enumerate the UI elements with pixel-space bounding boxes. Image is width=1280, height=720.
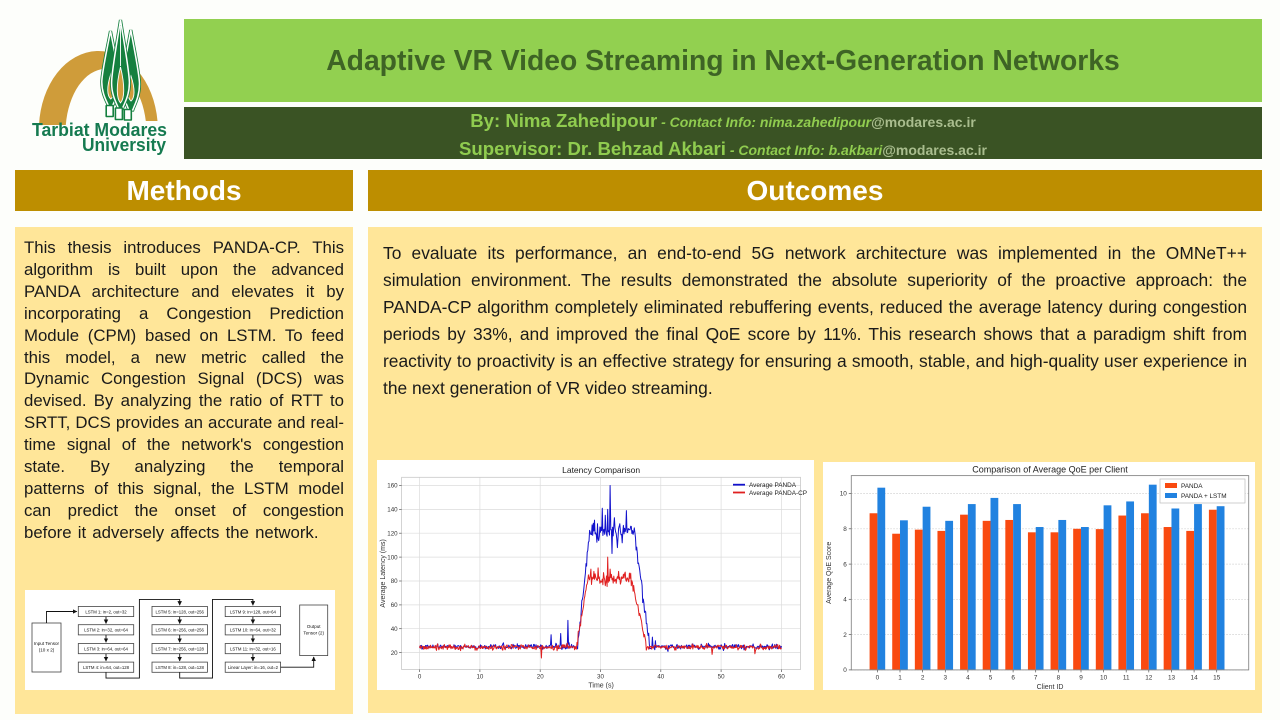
svg-text:LSTM 3: in=64, out=64: LSTM 3: in=64, out=64	[84, 647, 128, 652]
svg-text:LSTM 2: in=32, out=64: LSTM 2: in=32, out=64	[84, 628, 128, 633]
svg-text:8: 8	[843, 526, 847, 533]
svg-text:100: 100	[387, 554, 398, 561]
svg-text:LSTM 10: in=64, out=32: LSTM 10: in=64, out=32	[230, 628, 277, 633]
svg-text:LSTM 4: in=64, out=128: LSTM 4: in=64, out=128	[83, 665, 130, 670]
svg-text:6: 6	[843, 561, 847, 568]
svg-text:Average QoE Score: Average QoE Score	[826, 542, 833, 604]
svg-text:7: 7	[1034, 674, 1038, 681]
svg-text:LSTM 1: in=2, out=32: LSTM 1: in=2, out=32	[85, 609, 127, 614]
svg-text:14: 14	[1191, 674, 1199, 681]
svg-text:160: 160	[387, 483, 398, 490]
svg-text:PANDA: PANDA	[1181, 483, 1203, 490]
svg-text:9: 9	[1079, 674, 1083, 681]
svg-text:0: 0	[876, 674, 880, 681]
svg-text:Average PANDA: Average PANDA	[749, 482, 797, 489]
svg-text:Average PANDA-CP: Average PANDA-CP	[749, 490, 807, 497]
svg-text:Average Latency (ms): Average Latency (ms)	[380, 539, 387, 607]
svg-text:2: 2	[921, 674, 925, 681]
svg-text:10: 10	[476, 674, 483, 681]
svg-text:LSTM 5: in=128, out=256: LSTM 5: in=128, out=256	[155, 609, 204, 614]
svg-text:1: 1	[898, 674, 902, 681]
svg-text:Tarbiat Modares: Tarbiat Modares	[32, 120, 167, 140]
svg-text:13: 13	[1168, 674, 1176, 681]
svg-text:12: 12	[1145, 674, 1153, 681]
svg-text:LSTM 11: in=32, out=16: LSTM 11: in=32, out=16	[230, 647, 276, 652]
svg-text:40: 40	[657, 674, 664, 681]
svg-text:20: 20	[391, 650, 398, 657]
svg-text:10: 10	[840, 491, 848, 498]
svg-text:Input Tensor: Input Tensor	[34, 641, 60, 646]
svg-text:Tensor (2): Tensor (2)	[303, 631, 324, 636]
svg-text:Time (s): Time (s)	[588, 683, 613, 690]
svg-text:LSTM 8: in=128, out=128: LSTM 8: in=128, out=128	[155, 665, 204, 670]
svg-text:2: 2	[843, 632, 847, 639]
svg-text:(10 x 2): (10 x 2)	[39, 648, 55, 653]
svg-text:LSTM 7: in=256, out=128: LSTM 7: in=256, out=128	[155, 647, 204, 652]
svg-text:40: 40	[391, 626, 398, 633]
svg-text:30: 30	[597, 674, 604, 681]
svg-text:Latency Comparison: Latency Comparison	[562, 465, 640, 475]
svg-text:6: 6	[1011, 674, 1015, 681]
svg-text:11: 11	[1123, 674, 1130, 681]
svg-text:8: 8	[1057, 674, 1061, 681]
svg-text:10: 10	[1100, 674, 1108, 681]
svg-text:120: 120	[387, 530, 398, 537]
svg-text:4: 4	[843, 597, 847, 604]
svg-text:80: 80	[391, 578, 398, 585]
svg-text:University: University	[82, 135, 166, 155]
svg-text:Output: Output	[307, 624, 322, 629]
svg-text:140: 140	[387, 507, 398, 514]
svg-text:5: 5	[989, 674, 993, 681]
svg-text:Client ID: Client ID	[1037, 684, 1064, 690]
svg-text:15: 15	[1213, 674, 1221, 681]
svg-text:LSTM 9: in=128, out=64: LSTM 9: in=128, out=64	[230, 609, 277, 614]
svg-text:PANDA + LSTM: PANDA + LSTM	[1181, 493, 1227, 500]
svg-text:0: 0	[843, 667, 847, 674]
svg-text:LSTM 6: in=256, out=256: LSTM 6: in=256, out=256	[155, 628, 204, 633]
svg-text:20: 20	[537, 674, 544, 681]
svg-text:0: 0	[418, 674, 422, 681]
svg-text:4: 4	[966, 674, 970, 681]
svg-text:60: 60	[778, 674, 785, 681]
svg-text:Linear Layer: in=16, out=2: Linear Layer: in=16, out=2	[228, 665, 279, 670]
svg-text:3: 3	[944, 674, 948, 681]
svg-text:60: 60	[391, 602, 398, 609]
svg-text:Comparison of Average QoE per: Comparison of Average QoE per Client	[972, 465, 1128, 475]
svg-text:50: 50	[718, 674, 725, 681]
